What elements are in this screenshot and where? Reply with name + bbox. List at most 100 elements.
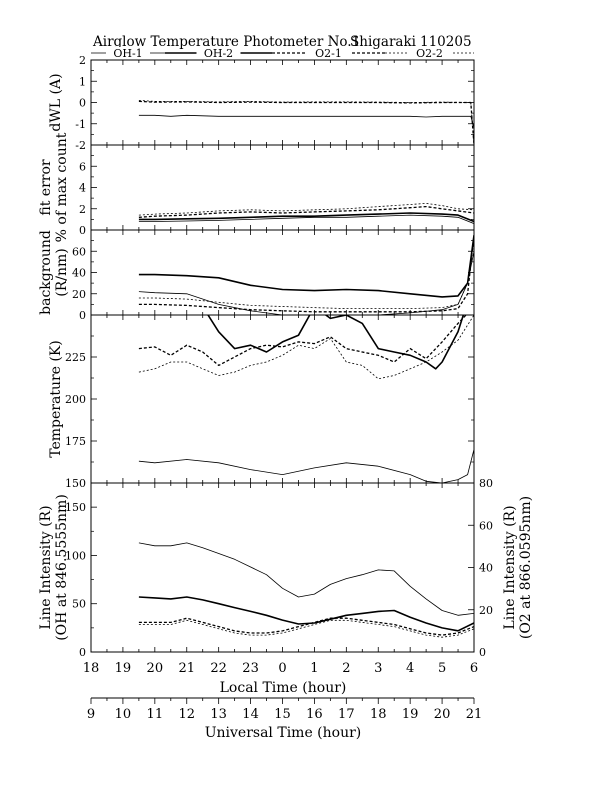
universal-time-tick: 11: [147, 707, 164, 722]
x-axes: Local Time (hour) Universal Time (hour) …: [83, 661, 483, 741]
ytick-label: 50: [72, 598, 86, 611]
local-time-label: Local Time (hour): [220, 680, 347, 696]
y-axis-label-2: (OH at 846.5555nm): [54, 494, 70, 641]
series-line-o2-1: [138, 235, 474, 313]
ytick-label: -1: [75, 118, 86, 131]
ytick-label: 200: [65, 393, 86, 406]
series-line-oh-1: [138, 214, 474, 224]
ytick-label: 175: [65, 435, 86, 448]
ytick-label: 150: [65, 501, 86, 514]
local-time-tick: 1: [310, 661, 318, 676]
ytick-right-label: 60: [479, 519, 493, 532]
series-group: [138, 202, 474, 224]
legend-label-oh-2: OH-2: [204, 47, 233, 60]
ytick-label: 150: [65, 477, 86, 490]
universal-time-tick: 17: [338, 707, 355, 722]
universal-time-tick: 18: [370, 707, 387, 722]
series-line-o2-1: [138, 100, 474, 145]
series-group: [138, 315, 474, 483]
series-group: [138, 100, 474, 145]
local-time-tick: 20: [147, 661, 164, 676]
legend: OH-1 OH-2 O2-1 O2-2: [91, 47, 474, 60]
panel-2: 0 20 40 60 background (R/nm): [38, 229, 475, 322]
series-line-oh-2: [138, 212, 474, 223]
universal-time-tick: 16: [306, 707, 323, 722]
panel-frame: [90, 229, 475, 316]
ytick-label: 0: [79, 646, 86, 659]
universal-time-tick: 9: [87, 707, 95, 722]
series-line-o2-1: [138, 617, 474, 636]
local-time-tick: 3: [374, 661, 382, 676]
y-axis-label: fit error: [38, 159, 54, 216]
ytick-label: 0: [79, 97, 86, 110]
series-group: [138, 542, 474, 638]
ytick-label: 4: [79, 182, 86, 195]
local-time-tick: 2: [342, 661, 350, 676]
local-time-tick: 0: [278, 661, 286, 676]
series-line-oh-2: [207, 315, 465, 370]
universal-time-tick: 10: [115, 707, 132, 722]
local-time-tick: 22: [210, 661, 227, 676]
ytick-label: 20: [72, 288, 86, 301]
panel-frame: [90, 144, 475, 231]
local-time-tick: 19: [115, 661, 132, 676]
series-line-oh-1: [138, 449, 474, 483]
ytick-label: 60: [72, 245, 86, 258]
y-axis-label-2: % of max count: [54, 132, 70, 242]
legend-label-o2-2: O2-2: [416, 47, 443, 60]
local-time-tick: 6: [470, 661, 478, 676]
ytick-label: 6: [79, 160, 86, 173]
series-line-o2-2: [138, 202, 474, 216]
ytick-right-label: 40: [479, 562, 493, 575]
panel-0: -2 -1 0 1 2 dWL (A): [48, 54, 475, 152]
series-group: [138, 235, 474, 315]
series-line-oh-2: [138, 596, 474, 632]
ytick-label: 2: [79, 203, 86, 216]
y-axis-right-label: Line Intensity (R): [502, 505, 518, 629]
y-axis-label: Temperature (K): [48, 340, 64, 458]
series-line-o2-1: [138, 205, 474, 218]
ytick-right-label: 80: [479, 477, 493, 490]
ytick-right-label: 20: [479, 604, 493, 617]
series-line-o2-2: [138, 315, 474, 380]
series-line-o2-1: [138, 315, 467, 367]
series-line-oh-1: [138, 251, 474, 315]
ytick-label: 225: [65, 351, 86, 364]
date-code: 110205: [420, 34, 472, 50]
y-axis-label: background: [38, 230, 54, 315]
local-time-tick: 4: [406, 661, 414, 676]
local-time-tick: 18: [83, 661, 100, 676]
y-axis-right-label-2: (O2 at 866.0595nm): [518, 496, 534, 639]
universal-time-tick: 12: [178, 707, 195, 722]
panels: -2 -1 0 1 2 dWL (A) 0 2 4 6 fit error% of max coun…: [38, 54, 534, 659]
universal-time-label: Universal Time (hour): [205, 725, 362, 741]
panel-frame: [90, 482, 475, 653]
local-time-tick: 21: [178, 661, 195, 676]
local-time-tick: 23: [242, 661, 259, 676]
panel-4: 0 50 100 150 0 20 40 60 80 Line Intensity (R) (OH …: [38, 477, 534, 659]
panel-1: 0 2 4 6 fit error% of max count: [38, 132, 475, 242]
universal-time-tick: 14: [242, 707, 259, 722]
ytick-label: -2: [75, 139, 86, 152]
ytick-label: 100: [65, 549, 86, 562]
figure-title: Airglow Temperature Photometer No.1: [92, 34, 360, 50]
ytick-label: 40: [72, 267, 86, 280]
series-line-oh-2: [138, 235, 474, 298]
universal-time-tick: 20: [434, 707, 451, 722]
ytick-right-label: 0: [479, 646, 486, 659]
series-line-o2-2: [138, 240, 474, 310]
ytick-label: 0: [79, 309, 86, 322]
local-time-tick: 5: [438, 661, 446, 676]
site-name: Shigaraki: [350, 34, 417, 50]
y-axis-label: dWL (A): [48, 73, 64, 131]
panel-frame: [90, 314, 475, 484]
ytick-label: 1: [79, 75, 86, 88]
universal-time-tick: 19: [402, 707, 419, 722]
figure-header: Airglow Temperature Photometer No.1 Shig…: [92, 34, 472, 50]
legend-label-oh-1: OH-1: [113, 47, 142, 60]
universal-time-tick: 15: [274, 707, 291, 722]
legend-label-o2-1: O2-1: [315, 47, 342, 60]
ytick-label: 2: [79, 54, 86, 67]
